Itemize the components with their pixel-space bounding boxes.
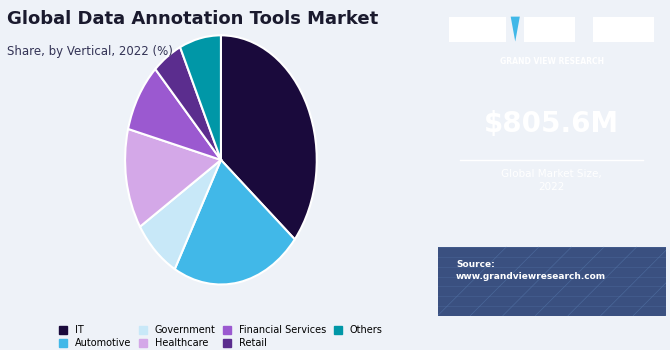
Text: Source:
www.grandviewresearch.com: Source: www.grandviewresearch.com [456, 260, 606, 281]
Legend: IT, Automotive, Government, Healthcare, Financial Services, Retail, Others: IT, Automotive, Government, Healthcare, … [56, 323, 385, 350]
FancyBboxPatch shape [593, 17, 655, 42]
Text: Global Data Annotation Tools Market: Global Data Annotation Tools Market [7, 10, 378, 28]
Text: $805.6M: $805.6M [484, 110, 619, 138]
FancyBboxPatch shape [438, 247, 666, 316]
FancyBboxPatch shape [449, 17, 506, 42]
Wedge shape [221, 35, 317, 239]
Wedge shape [155, 47, 221, 160]
Text: GRAND VIEW RESEARCH: GRAND VIEW RESEARCH [500, 57, 604, 66]
Wedge shape [125, 129, 221, 227]
FancyBboxPatch shape [525, 17, 575, 42]
Wedge shape [140, 160, 221, 269]
Text: Global Market Size,
2022: Global Market Size, 2022 [501, 169, 602, 193]
Wedge shape [180, 35, 221, 160]
Wedge shape [128, 69, 221, 160]
Text: Share, by Vertical, 2022 (%): Share, by Vertical, 2022 (%) [7, 46, 173, 58]
Polygon shape [511, 17, 520, 42]
Wedge shape [175, 160, 295, 285]
